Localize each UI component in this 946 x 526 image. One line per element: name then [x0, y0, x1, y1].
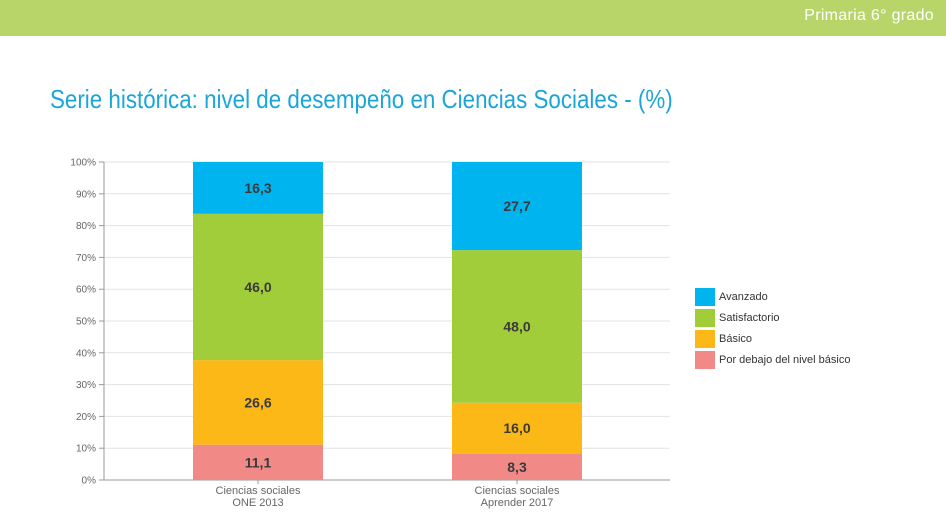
chart-title: Serie histórica: nivel de desempeño en C… — [50, 84, 673, 114]
y-tick-label: 40% — [76, 348, 96, 359]
legend-label: Básico — [719, 333, 752, 345]
x-tick-label: Ciencias sociales — [216, 485, 301, 497]
bars: 11,1 26,6 46,0 16,3 8,3 16,0 48,0 27,7 — [193, 162, 582, 480]
top-banner: Primaria 6° grado — [0, 0, 946, 36]
y-tick-label: 30% — [76, 380, 96, 391]
y-tick-label: 0% — [82, 476, 97, 487]
legend-swatch — [695, 330, 715, 348]
bar-segment — [193, 213, 323, 361]
bar-segment — [452, 250, 582, 403]
data-label: 48,0 — [503, 318, 530, 334]
legend-label: Avanzado — [719, 291, 768, 303]
legend-swatch — [695, 288, 715, 306]
data-label: 16,0 — [503, 420, 530, 436]
data-label: 16,3 — [244, 180, 271, 196]
data-label: 8,3 — [507, 459, 527, 475]
legend-label: Por debajo del nivel básico — [719, 354, 850, 366]
y-tick-label: 20% — [76, 412, 96, 423]
x-tick-label: Aprender 2017 — [481, 497, 554, 509]
bar-segment — [452, 402, 582, 454]
legend-swatch — [695, 309, 715, 327]
data-label: 27,7 — [503, 198, 530, 214]
y-tick-label: 50% — [76, 317, 96, 328]
grade-label: Primaria 6° grado — [804, 7, 934, 24]
bar-segment — [452, 453, 582, 480]
bar-segment — [452, 162, 582, 251]
bar-segment — [193, 444, 323, 480]
legend: Avanzado Satisfactorio Básico Por debajo de… — [695, 288, 850, 369]
data-label: 26,6 — [244, 394, 271, 410]
data-label: 46,0 — [244, 279, 271, 295]
y-tick-label: 80% — [76, 221, 96, 232]
y-axis: 0% 10% 20% 30% 40% 50% 60% 70% 80% 90% 100% — [70, 158, 105, 487]
gridlines — [104, 161, 670, 481]
legend-swatch — [695, 351, 715, 369]
x-tick-label: ONE 2013 — [232, 497, 283, 509]
y-tick-label: 70% — [76, 253, 96, 264]
y-tick-label: 60% — [76, 285, 96, 296]
y-tick-label: 100% — [70, 158, 96, 169]
y-tick-label: 90% — [76, 189, 96, 200]
data-label: 11,1 — [245, 454, 272, 470]
bar-segment — [193, 360, 323, 445]
bar-segment — [193, 162, 323, 214]
legend-label: Satisfactorio — [719, 312, 780, 324]
x-tick-label: Ciencias sociales — [475, 485, 560, 497]
y-tick-label: 10% — [76, 444, 96, 455]
